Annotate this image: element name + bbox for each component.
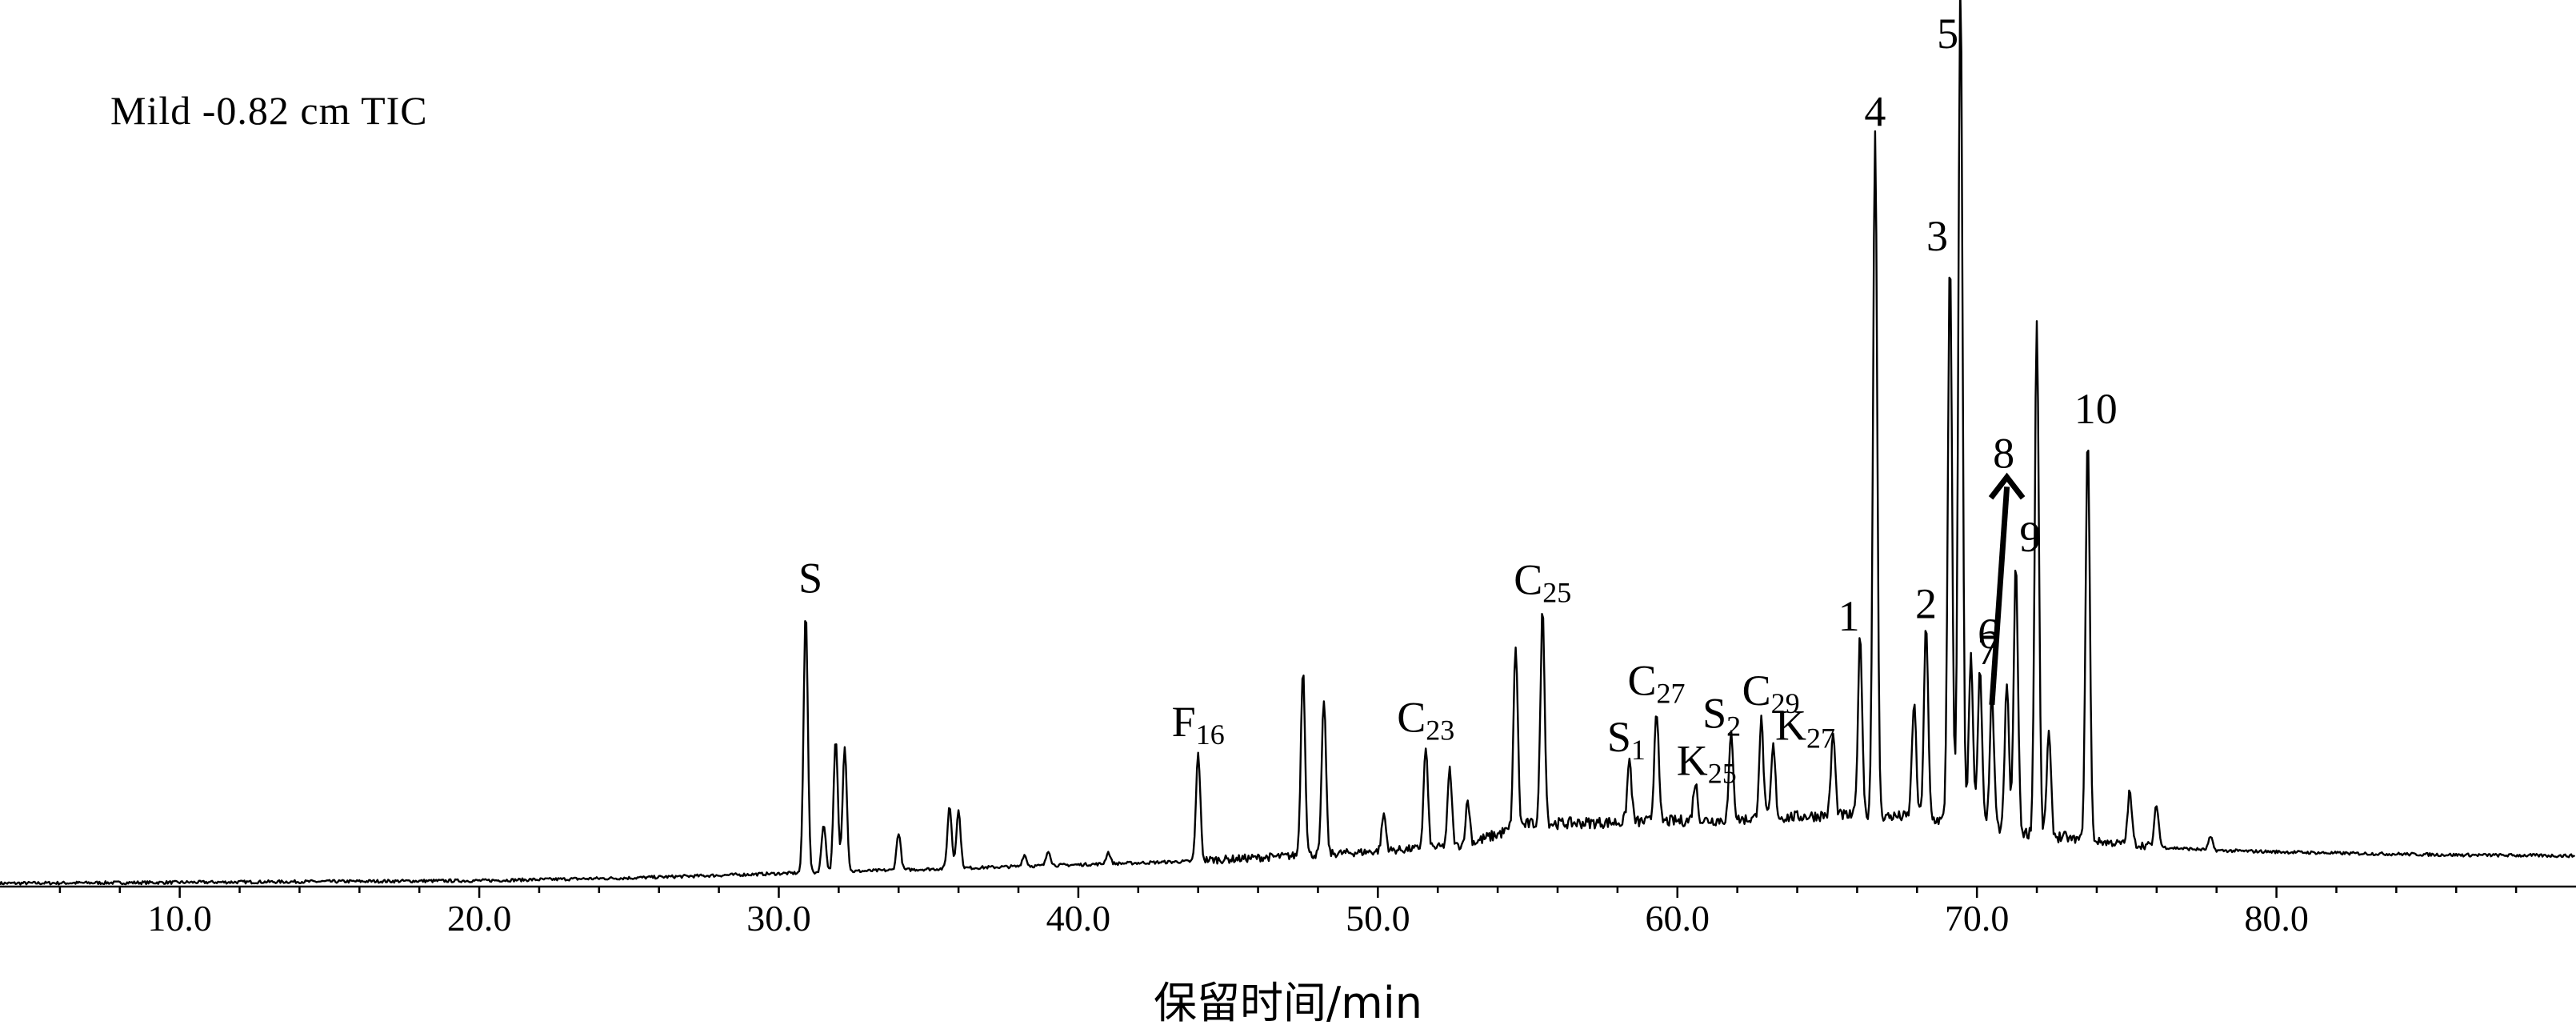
peak-label: C25	[1514, 556, 1571, 609]
peak-label: S2	[1702, 690, 1741, 743]
peak-label: 3	[1926, 212, 1948, 260]
arrow-group: 8	[1988, 429, 2026, 706]
chart-title: Mild -0.82 cm TIC	[110, 88, 428, 133]
tic-trace-group	[0, 0, 2576, 886]
peak-label: S	[798, 555, 822, 603]
peak-label: C29	[1742, 667, 1800, 719]
peak-label: K25	[1677, 737, 1737, 790]
x-tick-label: 20.0	[447, 898, 512, 939]
arrow-shaft	[1989, 486, 2010, 706]
peak-label: 5	[1937, 10, 1958, 58]
arrow-label: 8	[1993, 429, 2014, 477]
peak-label: 9	[2019, 513, 2041, 561]
peak-label: 4	[1864, 88, 1886, 136]
tic-trace	[0, 0, 2576, 886]
x-axis-label: 保留时间/min	[1154, 978, 1422, 1025]
x-tick-label: 70.0	[1945, 898, 2010, 939]
x-tick-label: 30.0	[746, 898, 811, 939]
peak-label: 2	[1915, 580, 1937, 628]
peak-label: 10	[2074, 385, 2118, 433]
peak-label: K27	[1775, 701, 1835, 754]
x-tick-label: 80.0	[2244, 898, 2309, 939]
peak-label: 1	[1838, 592, 1860, 640]
peak-label: C23	[1397, 693, 1454, 746]
x-tick-label: 10.0	[147, 898, 212, 939]
x-tick-label: 50.0	[1346, 898, 1410, 939]
peak-label: F16	[1172, 698, 1225, 751]
x-ticks-group: 10.0 20.0 30.0 40.0 50.0 60.0 70.0 80.0	[58, 887, 2518, 939]
x-tick-label: 60.0	[1645, 898, 1710, 939]
peak-label: C27	[1628, 656, 1686, 709]
peak-label: S1	[1607, 713, 1646, 766]
arrowhead	[1988, 472, 2026, 500]
x-tick-label: 40.0	[1046, 898, 1111, 939]
